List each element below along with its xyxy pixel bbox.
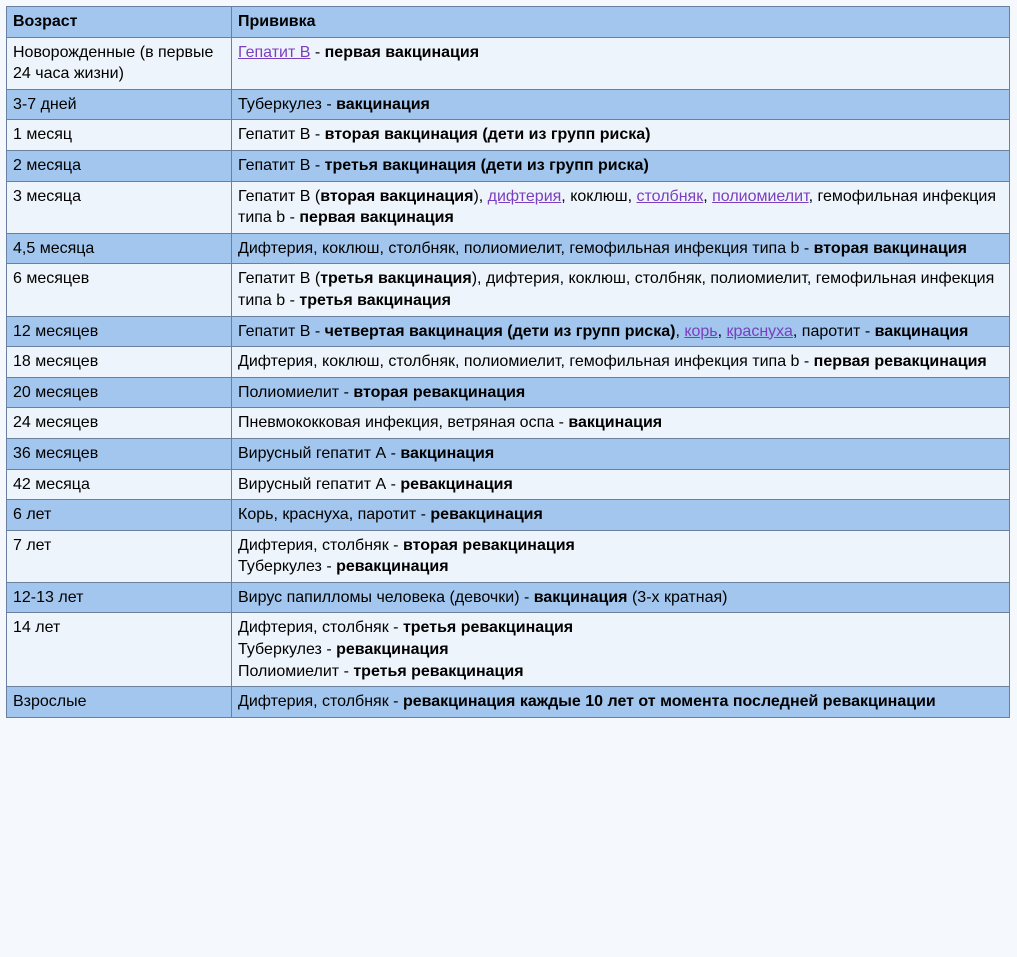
cell-vaccine: Дифтерия, коклюш, столбняк, полиомиелит,… <box>232 233 1010 264</box>
cell-age: 1 месяц <box>7 120 232 151</box>
table-body: Новорожденные (в первые 24 часа жизни)Ге… <box>7 37 1010 717</box>
cell-age: 14 лет <box>7 613 232 687</box>
table-row: 14 летДифтерия, столбняк - третья ревакц… <box>7 613 1010 687</box>
cell-age: 3-7 дней <box>7 89 232 120</box>
cell-vaccine: Вирус папилломы человека (девочки) - вак… <box>232 582 1010 613</box>
cell-vaccine: Гепатит В - четвертая вакцинация (дети и… <box>232 316 1010 347</box>
col-header-vaccine: Прививка <box>232 7 1010 38</box>
cell-vaccine: Корь, краснуха, паротит - ревакцинация <box>232 500 1010 531</box>
term-link[interactable]: дифтерия <box>488 188 562 205</box>
cell-age: 6 лет <box>7 500 232 531</box>
cell-age: 12-13 лет <box>7 582 232 613</box>
table-row: 7 летДифтерия, столбняк - вторая ревакци… <box>7 530 1010 582</box>
cell-age: 20 месяцев <box>7 377 232 408</box>
cell-vaccine: Пневмококковая инфекция, ветряная оспа -… <box>232 408 1010 439</box>
cell-age: 7 лет <box>7 530 232 582</box>
cell-age: Новорожденные (в первые 24 часа жизни) <box>7 37 232 89</box>
col-header-age: Возраст <box>7 7 232 38</box>
cell-vaccine: Вирусный гепатит А - ревакцинация <box>232 469 1010 500</box>
table-row: 2 месяцаГепатит В - третья вакцинация (д… <box>7 150 1010 181</box>
table-header-row: Возраст Прививка <box>7 7 1010 38</box>
table-row: 36 месяцевВирусный гепатит А - вакцинаци… <box>7 438 1010 469</box>
cell-vaccine: Дифтерия, столбняк - третья ревакцинация… <box>232 613 1010 687</box>
table-row: 20 месяцевПолиомиелит - вторая ревакцина… <box>7 377 1010 408</box>
table-row: 3 месяцаГепатит В (вторая вакцинация), д… <box>7 181 1010 233</box>
cell-age: 18 месяцев <box>7 347 232 378</box>
cell-vaccine: Дифтерия, столбняк - ревакцинация каждые… <box>232 687 1010 718</box>
cell-vaccine: Гепатит В - третья вакцинация (дети из г… <box>232 150 1010 181</box>
table-row: 42 месяцаВирусный гепатит А - ревакцинац… <box>7 469 1010 500</box>
cell-vaccine: Гепатит В - вторая вакцинация (дети из г… <box>232 120 1010 151</box>
cell-vaccine: Гепатит В - первая вакцинация <box>232 37 1010 89</box>
cell-vaccine: Гепатит В (вторая вакцинация), дифтерия,… <box>232 181 1010 233</box>
table-row: 6 летКорь, краснуха, паротит - ревакцина… <box>7 500 1010 531</box>
cell-vaccine: Дифтерия, коклюш, столбняк, полиомиелит,… <box>232 347 1010 378</box>
term-link[interactable]: полиомиелит <box>712 188 809 205</box>
term-link[interactable]: краснуха <box>727 323 793 340</box>
cell-age: 4,5 месяца <box>7 233 232 264</box>
cell-age: 2 месяца <box>7 150 232 181</box>
term-link[interactable]: Гепатит В <box>238 44 310 61</box>
cell-vaccine: Полиомиелит - вторая ревакцинация <box>232 377 1010 408</box>
term-link[interactable]: корь <box>684 323 717 340</box>
cell-vaccine: Туберкулез - вакцинация <box>232 89 1010 120</box>
cell-age: 36 месяцев <box>7 438 232 469</box>
cell-vaccine: Гепатит В (третья вакцинация), дифтерия,… <box>232 264 1010 316</box>
term-link[interactable]: столбняк <box>637 188 704 205</box>
cell-age: Взрослые <box>7 687 232 718</box>
table-row: 12-13 летВирус папилломы человека (девоч… <box>7 582 1010 613</box>
cell-age: 3 месяца <box>7 181 232 233</box>
cell-age: 42 месяца <box>7 469 232 500</box>
table-row: ВзрослыеДифтерия, столбняк - ревакцинаци… <box>7 687 1010 718</box>
table-row: 12 месяцевГепатит В - четвертая вакцинац… <box>7 316 1010 347</box>
table-row: Новорожденные (в первые 24 часа жизни)Ге… <box>7 37 1010 89</box>
vaccination-schedule-table: Возраст Прививка Новорожденные (в первые… <box>6 6 1010 718</box>
table-row: 4,5 месяцаДифтерия, коклюш, столбняк, по… <box>7 233 1010 264</box>
cell-age: 6 месяцев <box>7 264 232 316</box>
cell-vaccine: Дифтерия, столбняк - вторая ревакцинация… <box>232 530 1010 582</box>
table-row: 3-7 днейТуберкулез - вакцинация <box>7 89 1010 120</box>
table-row: 24 месяцевПневмококковая инфекция, ветря… <box>7 408 1010 439</box>
cell-vaccine: Вирусный гепатит А - вакцинация <box>232 438 1010 469</box>
table-row: 1 месяцГепатит В - вторая вакцинация (де… <box>7 120 1010 151</box>
cell-age: 12 месяцев <box>7 316 232 347</box>
table-row: 18 месяцевДифтерия, коклюш, столбняк, по… <box>7 347 1010 378</box>
cell-age: 24 месяцев <box>7 408 232 439</box>
table-row: 6 месяцевГепатит В (третья вакцинация), … <box>7 264 1010 316</box>
